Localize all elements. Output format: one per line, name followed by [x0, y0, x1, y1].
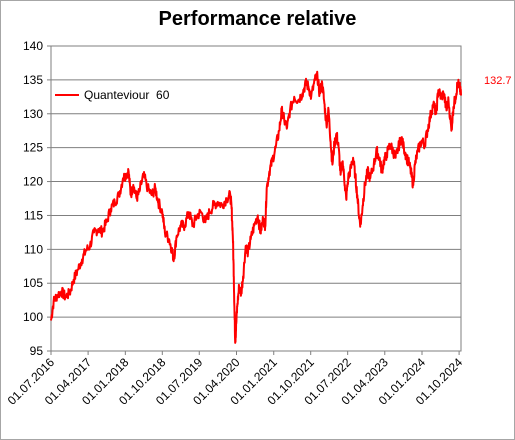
plot-area — [50, 45, 462, 352]
y-tick-label: 130 — [23, 107, 43, 121]
chart-title: Performance relative — [158, 8, 357, 30]
y-tick-label: 115 — [24, 208, 43, 222]
legend-label: Quanteviour 60 — [84, 88, 170, 102]
y-tick-label: 100 — [23, 310, 43, 324]
series-line-quanteviour-60 — [50, 70, 462, 344]
y-tick-label: 140 — [23, 39, 43, 53]
y-tick-label: 125 — [23, 141, 43, 155]
y-tick-label: 110 — [24, 242, 43, 256]
y-tick-label: 135 — [23, 73, 43, 87]
y-tick-label: 95 — [30, 344, 44, 358]
y-tick-label: 120 — [23, 175, 43, 189]
last-value-label: 132.7 — [484, 75, 512, 87]
legend: Quanteviour 60 — [55, 88, 170, 102]
y-tick-label: 105 — [23, 276, 43, 290]
